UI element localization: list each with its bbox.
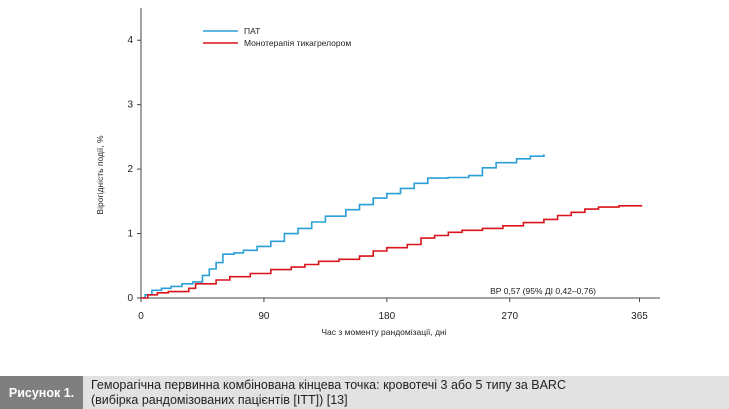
x-tick-label: 180 (378, 311, 395, 322)
y-tick-label: 2 (127, 164, 133, 175)
x-tick-label: 90 (258, 311, 270, 322)
figure-caption: Рисунок 1. Геморагічна первинна комбінов… (0, 376, 729, 409)
x-axis-label: Час з моменту рандомізації, дні (321, 327, 446, 337)
event-probability-chart: 0 1 2 3 4 0 90 180 270 365 ПАТ Монотерапія тикагре… (95, 8, 660, 337)
figure-caption-text: Геморагічна первинна комбінована кінцева… (83, 376, 729, 409)
x-tick-label: 365 (631, 311, 648, 322)
x-tick-label: 0 (138, 311, 144, 322)
series-line-2 (141, 205, 643, 299)
figure-number: Рисунок 1. (0, 376, 83, 409)
series-line-1 (141, 154, 545, 299)
legend-label: Монотерапія тикагрелором (244, 38, 351, 48)
x-tick-label: 270 (501, 311, 518, 322)
legend-label: ПАТ (244, 26, 260, 36)
y-tick-label: 4 (127, 35, 133, 46)
chart-axes: 0 1 2 3 4 0 90 180 270 365 (127, 8, 660, 322)
hazard-ratio-annotation: ВР 0,57 (95% ДІ 0,42–0,76) (490, 286, 596, 296)
y-tick-label: 0 (127, 293, 133, 304)
chart-legend: ПАТ Монотерапія тикагрелором (203, 26, 351, 48)
y-tick-label: 1 (127, 229, 133, 240)
y-tick-label: 3 (127, 100, 133, 111)
y-axis-label: Вірогідність події, % (95, 135, 105, 215)
caption-line-2: (вибірка рандомізованих пацієнтів [ITT])… (91, 393, 348, 407)
caption-line-1: Геморагічна первинна комбінована кінцева… (91, 378, 566, 392)
chart-series (141, 154, 643, 299)
